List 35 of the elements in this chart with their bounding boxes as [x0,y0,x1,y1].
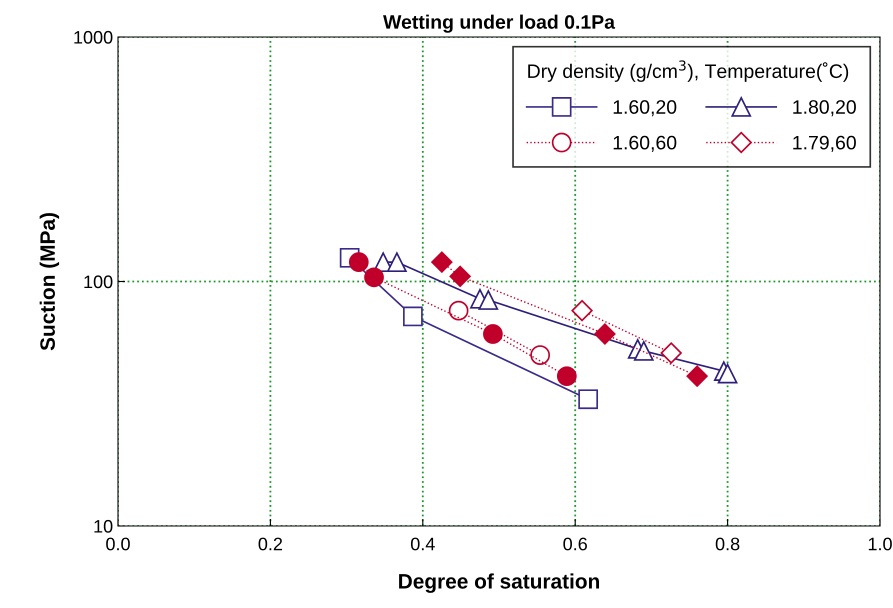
point [483,324,503,344]
legend-label: 1.60,20 [614,100,676,116]
point [449,266,471,287]
point [594,323,616,345]
legend-label: 1.60,60 [614,136,676,152]
chart-title: Wetting under load 0.1Pa [383,14,616,33]
legend-label: 1.79,60 [793,136,856,152]
point [431,251,453,273]
legend-label: 1.80,20 [793,100,856,116]
point [348,252,369,272]
x-tick-label: 0.0 [106,538,130,550]
point [571,300,593,322]
y-tick-label: 100 [84,275,112,288]
point [478,290,498,310]
y-tick-label: 10 [94,520,112,533]
x-tick-label: 0.6 [563,538,587,550]
point [448,300,468,321]
point [556,366,577,386]
point [634,341,654,361]
x-tick-label: 0.4 [410,538,435,550]
point [660,342,682,364]
legend-title: Dry density (g/cm$^{3}$), Temperature(˚C) [528,60,848,82]
point [578,389,598,410]
y-axis-title: Suction (MPa) [40,213,60,350]
point [364,267,384,288]
x-tick-label: 1.0 [868,538,892,550]
point [530,345,550,365]
y-tick-label: 1000 [74,30,112,44]
x-tick-label: 0.8 [716,538,740,550]
point [686,366,708,387]
x-tick-label: 0.2 [258,538,282,550]
point [403,306,423,326]
x-axis-title: Degree of saturation [399,573,600,593]
point [387,252,407,272]
point [718,364,738,384]
